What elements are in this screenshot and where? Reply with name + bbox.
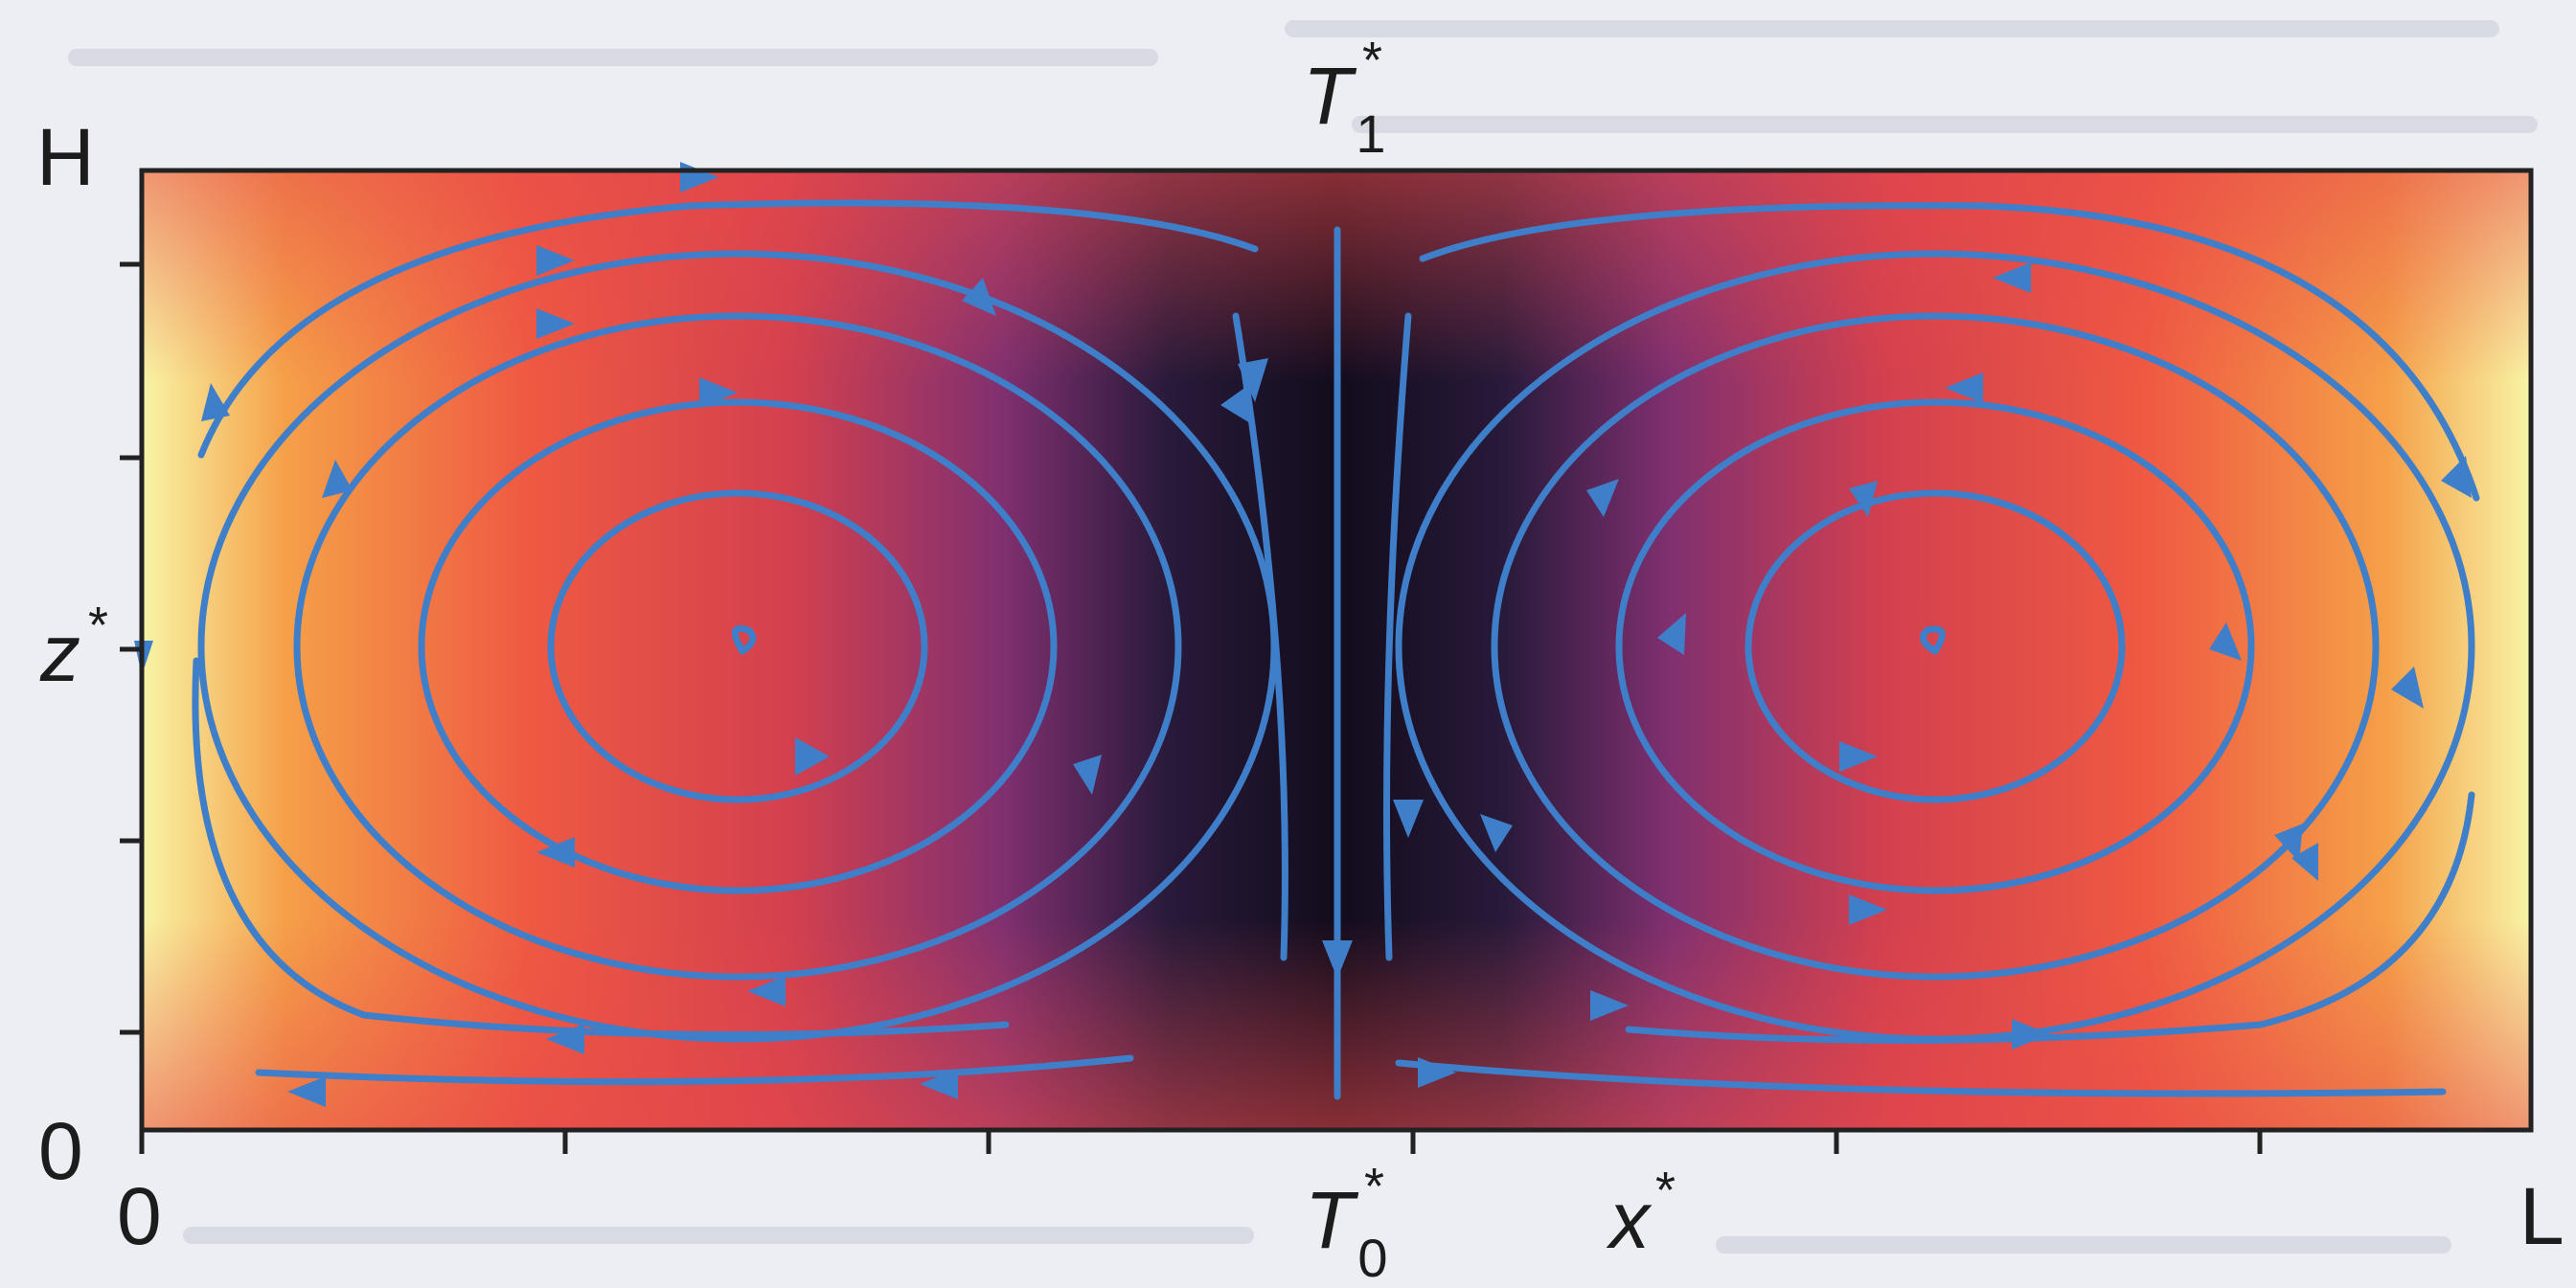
x-axis-star: * <box>1655 1162 1676 1219</box>
bottom-temperature-label: T0 * <box>1305 1161 1387 1285</box>
x-axis-label: x * <box>1609 1164 1676 1260</box>
streamlines <box>134 162 2480 1107</box>
left-convection-cell <box>192 199 1278 1086</box>
top-temperature-subscript: 1 <box>1356 103 1386 164</box>
central-arrows <box>1238 358 1424 979</box>
right-cell-arrows <box>1418 262 2472 1088</box>
axis-ticks <box>120 261 2263 1154</box>
top-temperature-star: * <box>1362 32 1383 89</box>
z-axis-symbol: z <box>40 608 80 698</box>
z-axis-label: z * <box>40 599 108 693</box>
top-temperature-symbol: T <box>1303 51 1353 141</box>
right-convection-cell <box>1395 202 2480 1097</box>
left-cell-arrows <box>134 162 1255 1107</box>
top-temperature-label: T1 * <box>1303 34 1385 161</box>
bottom-temperature-star: * <box>1364 1158 1385 1215</box>
bottom-temperature-subscript: 0 <box>1357 1228 1388 1288</box>
z-axis-start-label: 0 <box>38 1106 83 1196</box>
x-axis-end-label: L <box>2519 1171 2565 1261</box>
z-axis-star: * <box>88 597 109 654</box>
x-axis-symbol: x <box>1609 1175 1650 1265</box>
z-axis-end-label: H <box>36 112 95 202</box>
bottom-temperature-symbol: T <box>1305 1175 1355 1265</box>
x-axis-start-label: 0 <box>117 1171 162 1261</box>
